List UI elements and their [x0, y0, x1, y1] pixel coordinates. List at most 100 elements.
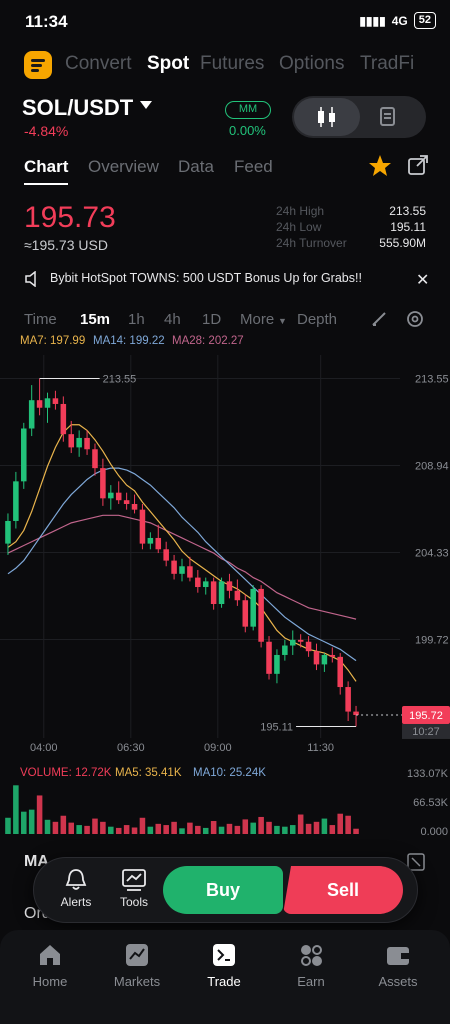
tab-futures[interactable]: Futures: [200, 53, 265, 74]
tools-button[interactable]: Tools: [109, 868, 159, 909]
last-price: 195.73: [24, 201, 116, 234]
candle-body: [321, 654, 328, 665]
wallet-icon: [387, 947, 409, 965]
candle-body: [131, 503, 138, 510]
settings-gear-icon[interactable]: [405, 309, 425, 334]
favorite-star-icon[interactable]: [368, 154, 392, 183]
stat-low-label: 24h Low: [276, 220, 322, 234]
mm-badge[interactable]: MM: [225, 101, 271, 119]
active-tab-indicator: [24, 183, 68, 185]
share-icon[interactable]: [407, 154, 429, 181]
speaker-icon: [24, 270, 42, 292]
candle-body: [76, 437, 82, 448]
home-icon: [40, 945, 60, 965]
depth-tab[interactable]: Depth: [297, 311, 338, 328]
volume-bar: [337, 813, 343, 834]
candle-body: [5, 520, 11, 544]
more-caret-icon[interactable]: ▼: [278, 316, 287, 326]
chart-tools-icon: [122, 869, 146, 891]
timeframe-4h[interactable]: 4h: [164, 311, 181, 328]
menu-logo-button[interactable]: [24, 51, 52, 79]
nav-markets-label: Markets: [113, 974, 161, 989]
tab-tradfi[interactable]: TradFi: [360, 53, 415, 74]
low-marker-label: 195.11: [260, 721, 293, 733]
document-view-button[interactable]: [378, 106, 400, 133]
nav-earn-label: Earn: [297, 974, 325, 989]
volume-bar: [345, 815, 351, 834]
tab-data[interactable]: Data: [178, 157, 214, 176]
candle-body: [337, 656, 343, 688]
volume-bar: [179, 828, 185, 834]
timeframe-time[interactable]: Time: [24, 311, 57, 328]
volume-bar: [242, 819, 249, 834]
candle-body: [155, 537, 162, 550]
nav-assets[interactable]: Assets: [353, 942, 443, 989]
candle-body: [218, 581, 225, 605]
time-tick-label: 11:30: [307, 742, 334, 754]
volume-bar: [266, 821, 272, 834]
tab-spot[interactable]: Spot: [147, 53, 190, 74]
volume-bar: [234, 825, 241, 834]
draw-pencil-icon[interactable]: [370, 310, 388, 333]
volume-bar: [155, 823, 162, 834]
tab-options[interactable]: Options: [279, 53, 345, 74]
timeframe-more[interactable]: More: [240, 311, 275, 328]
vol-axis-mid: 66.53K: [413, 797, 448, 809]
nav-home-label: Home: [32, 974, 68, 989]
vol-axis-top: 133.07K: [407, 768, 448, 780]
candle-body: [195, 577, 201, 588]
volume-bar: [84, 825, 90, 834]
vol-axis-zero: 0.000: [420, 826, 448, 838]
volume-bar: [163, 825, 169, 834]
candle-body: [282, 645, 288, 655]
candle-body: [100, 468, 106, 499]
ma28-legend: MA28: 202.27: [172, 335, 244, 347]
candle-body: [163, 549, 169, 561]
current-price-tag-bg: [402, 705, 450, 724]
volume-bar: [210, 821, 217, 834]
nav-trade-label: Trade: [207, 974, 241, 989]
fullscreen-icon[interactable]: [407, 853, 425, 876]
volume-bar: [305, 823, 312, 834]
candle-body: [13, 481, 19, 521]
price-tick-label: 199.72: [415, 634, 449, 646]
candle-body: [242, 600, 249, 627]
tab-chart[interactable]: Chart: [24, 157, 69, 176]
alerts-button[interactable]: Alerts: [51, 868, 101, 909]
status-icons: ▮▮▮▮ 4G 52: [359, 12, 436, 29]
buy-button[interactable]: Buy: [163, 866, 283, 914]
price-tick-label: 204.33: [415, 547, 449, 559]
nav-home[interactable]: Home: [5, 942, 95, 989]
volume-bar: [44, 819, 51, 834]
timeframe-1d[interactable]: 1D: [202, 311, 222, 328]
candles: [5, 378, 359, 727]
volume-bar: [202, 827, 209, 834]
stat-high-label: 24h High: [276, 204, 325, 218]
nav-trade[interactable]: Trade: [179, 942, 269, 989]
candle-view-button[interactable]: [294, 98, 360, 136]
nav-markets[interactable]: Markets: [92, 942, 182, 989]
tab-convert[interactable]: Convert: [65, 53, 132, 74]
tab-feed[interactable]: Feed: [234, 157, 273, 176]
sell-button[interactable]: Sell: [283, 866, 403, 914]
stat-turnover-label: 24h Turnover: [276, 236, 347, 250]
timeframe-1h[interactable]: 1h: [128, 311, 145, 328]
pair-dropdown-icon[interactable]: [140, 101, 152, 109]
price-chart[interactable]: 213.55 208.94 204.33 199.72 04:00 06:30 09:00…: [0, 350, 450, 850]
volume-bar: [147, 826, 154, 834]
countdown-tag-bg: [402, 723, 450, 739]
tab-overview[interactable]: Overview: [88, 157, 159, 176]
trade-icon: [213, 944, 235, 966]
last-price-usd: ≈195.73 USD: [24, 237, 108, 253]
volume-bar: [258, 816, 264, 834]
candle-body: [52, 398, 59, 404]
close-banner-icon[interactable]: ✕: [416, 272, 430, 289]
volume-bar: [115, 827, 122, 834]
pair-symbol[interactable]: SOL/USDT: [22, 95, 134, 120]
volume-bar: [297, 814, 304, 834]
announcement-banner[interactable]: Bybit HotSpot TOWNS: 500 USDT Bonus Up f…: [50, 271, 362, 285]
volume-bar: [282, 826, 288, 834]
volume-bar: [171, 821, 177, 834]
nav-earn[interactable]: Earn: [266, 942, 356, 989]
timeframe-15m[interactable]: 15m: [80, 311, 111, 328]
